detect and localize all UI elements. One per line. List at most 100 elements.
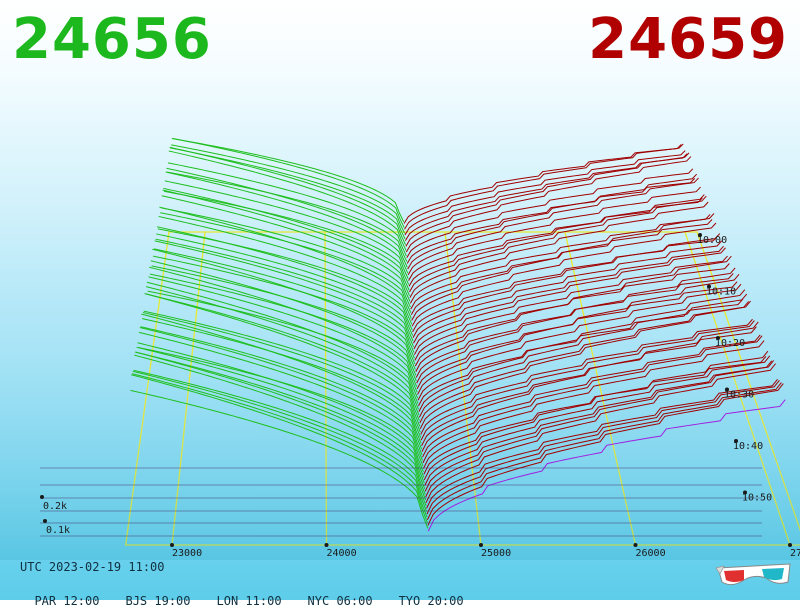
bid-depth-line-52 [171, 144, 406, 234]
time-tick-label-1: 10:10 [706, 287, 736, 298]
ask-depth-line-44 [408, 186, 701, 281]
ask-depth-line-0 [427, 399, 786, 532]
bid-depth-line-45 [165, 171, 409, 274]
volume-tick-1 [43, 519, 47, 523]
ask-depth-line-32 [413, 245, 724, 350]
volume-tick-label-0: 0.2k [43, 501, 67, 512]
time-tick-4 [734, 439, 738, 443]
ask-depth-line-41 [409, 195, 707, 298]
ask-depth-line-19 [419, 301, 750, 424]
ask-depth-line-34 [412, 233, 721, 338]
axes: 23000 24000 25000 26000 27000 10:00 10:10 10:20… [40, 233, 800, 559]
ask-depth-line-46 [407, 173, 698, 270]
ask-depth-line-24 [417, 274, 740, 395]
city-time-bjs: BJS 19:00 [125, 594, 191, 608]
ask-price: 24659 [588, 7, 788, 72]
ask-depth-line-38 [410, 219, 713, 316]
bid-depth-line-42 [163, 187, 410, 291]
bid-depth-line-1 [131, 374, 428, 523]
ask-depth-line-26 [416, 267, 736, 384]
bid-depth-line-7 [135, 351, 426, 489]
bid-depth-line-30 [153, 248, 415, 359]
time-tick-1 [707, 284, 711, 289]
ask-depth-line-7 [424, 360, 773, 492]
bid-depth-line-33 [156, 233, 414, 342]
ask-depth-line-9 [423, 350, 769, 481]
bid-depth-line-44 [164, 180, 409, 279]
ask-depth-line-35 [412, 235, 719, 333]
bid-depth-line-29 [153, 255, 416, 365]
ask-depth-line-39 [410, 214, 711, 310]
city-time-nyc: NYC 06:00 [307, 594, 373, 608]
bid-depth-line-50 [169, 146, 406, 245]
ask-depth-line-6 [425, 360, 775, 498]
ask-depth-line-30 [414, 255, 728, 361]
ask-depth-line-36 [411, 222, 717, 327]
ask-depth-line-11 [422, 340, 765, 469]
x-tick-26000 [633, 543, 638, 547]
depth-lines [130, 137, 786, 532]
bid-depth-line-12 [139, 326, 423, 461]
ask-depth-line-42 [409, 194, 705, 293]
bid-depth-line-19 [145, 293, 420, 421]
x-tick-25000 [479, 543, 483, 547]
ask-depth-line-1 [427, 383, 784, 526]
time-tick-label-4: 10:40 [733, 441, 763, 452]
3d-glasses-icon[interactable] [714, 560, 794, 590]
time-tick-0 [698, 233, 702, 237]
ask-depth-line-21 [418, 289, 746, 412]
ask-depth-line-8 [424, 355, 771, 486]
volume-tick-label-1: 0.1k [46, 525, 70, 536]
bid-depth-line-6 [135, 351, 426, 495]
bid-depth-line-26 [150, 260, 417, 382]
bid-depth-line-47 [167, 171, 408, 262]
ask-depth-line-50 [405, 152, 690, 247]
bid-depth-line-48 [167, 162, 407, 257]
bid-depth-line-31 [154, 240, 415, 353]
bid-depth-line-41 [162, 189, 410, 296]
ask-depth-line-51 [404, 153, 688, 241]
ask-depth-line-27 [415, 273, 734, 378]
ask-depth-line-10 [423, 355, 767, 475]
ask-depth-line-33 [413, 240, 723, 344]
bid-depth-line-17 [143, 310, 421, 433]
time-tick-2 [716, 336, 720, 340]
x-tick-23000 [170, 543, 174, 547]
x-tick-label-27000: 27000 [790, 548, 800, 559]
ask-depth-line-28 [415, 255, 732, 373]
bid-depth-line-21 [146, 281, 419, 410]
bid-depth-line-43 [164, 190, 410, 285]
bid-depth-line-34 [156, 226, 414, 336]
ask-depth-line-18 [419, 300, 751, 429]
ask-depth-line-2 [426, 382, 782, 520]
ask-depth-line-15 [421, 326, 757, 447]
bid-depth-line-3 [132, 370, 427, 512]
ask-depth-line-31 [413, 247, 726, 355]
bid-depth-line-18 [144, 293, 421, 427]
utc-time: UTC 2023-02-19 11:00 [20, 560, 165, 574]
ask-depth-line-37 [411, 213, 715, 321]
time-tick-label-5: 10:50 [742, 493, 772, 504]
bid-depth-line-25 [149, 273, 418, 387]
time-tick-5 [743, 490, 747, 495]
bid-depth-line-16 [142, 312, 422, 438]
bid-depth-line-28 [152, 248, 416, 370]
x-tick-24000 [324, 543, 329, 547]
bid-depth-line-0 [130, 389, 429, 529]
ask-depth-line-52 [404, 150, 686, 236]
bid-depth-line-24 [149, 266, 418, 393]
bid-depth-line-9 [137, 342, 425, 478]
ask-depth-line-48 [406, 168, 694, 259]
bid-depth-line-23 [148, 276, 419, 399]
bid-depth-line-20 [145, 286, 420, 416]
bid-depth-line-22 [147, 290, 419, 404]
bid-depth-line-49 [168, 150, 407, 251]
ask-depth-line-54 [403, 144, 682, 224]
bid-depth-line-2 [131, 373, 428, 518]
volume-tick-0 [40, 495, 44, 499]
bid-price: 24656 [12, 7, 212, 72]
x-tick-label-26000: 26000 [636, 548, 666, 559]
ask-depth-line-49 [405, 156, 692, 253]
ask-depth-line-40 [409, 201, 709, 304]
ask-depth-line-17 [420, 318, 753, 435]
